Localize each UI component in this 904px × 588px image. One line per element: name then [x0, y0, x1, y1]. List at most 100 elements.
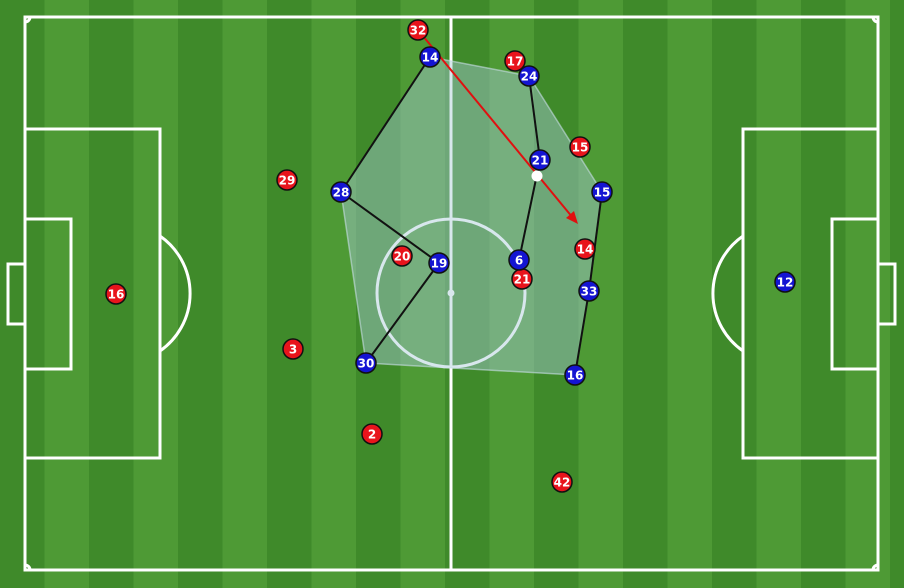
player-number: 30 — [358, 357, 375, 371]
player-marker — [591, 181, 613, 203]
player-number: 32 — [410, 24, 427, 38]
player-blue: 21 — [529, 149, 551, 171]
corner-arc-bottom-right — [871, 563, 879, 571]
player-number: 15 — [594, 186, 611, 200]
grass-stripe — [133, 0, 179, 588]
corner-arc-bottom-left — [24, 563, 32, 571]
grass-stripe — [222, 0, 268, 588]
player-blue: 15 — [591, 181, 613, 203]
player-number: 21 — [532, 154, 549, 168]
centre-spot — [447, 289, 455, 297]
player-marker — [282, 338, 304, 360]
player-number: 15 — [572, 141, 589, 155]
player-number: 16 — [567, 369, 584, 383]
player-red: 14 — [574, 238, 596, 260]
pitch-markings — [6, 15, 897, 572]
player-number: 6 — [515, 254, 523, 268]
grass-stripe — [845, 0, 891, 588]
corner-arc-top-right — [871, 16, 879, 24]
player-red: 32 — [407, 19, 429, 41]
player-marker — [391, 245, 413, 267]
player-number: 21 — [514, 273, 531, 287]
player-red: 42 — [551, 471, 573, 493]
player-marker — [428, 252, 450, 274]
player-number: 20 — [394, 250, 411, 264]
link-24-21 — [528, 75, 541, 161]
player-number: 42 — [554, 476, 571, 490]
player-marker — [564, 364, 586, 386]
player-marker — [508, 249, 530, 271]
left-penalty-arc — [159, 234, 192, 353]
player-marker — [419, 46, 441, 68]
player-blue: 12 — [774, 271, 796, 293]
player-marker — [330, 181, 352, 203]
pass-arrow — [417, 29, 578, 224]
right-goal — [876, 262, 897, 326]
player-blue: 16 — [564, 364, 586, 386]
grass-stripe — [178, 0, 223, 588]
player-red: 21 — [511, 268, 533, 290]
link-33-16 — [574, 290, 590, 376]
grass-stripe — [756, 0, 802, 588]
player-marker — [407, 19, 429, 41]
player-number: 14 — [577, 243, 594, 257]
player-number: 14 — [422, 51, 439, 65]
player-number: 16 — [108, 288, 125, 302]
left-goal — [6, 262, 27, 326]
player-blue: 28 — [330, 181, 352, 203]
player-number: 3 — [289, 343, 297, 357]
centre-circle — [375, 217, 527, 369]
player-blue: 14 — [419, 46, 441, 68]
player-marker — [551, 471, 573, 493]
link-15-33 — [588, 191, 603, 292]
grass-stripe — [44, 0, 90, 588]
player-marker — [361, 423, 383, 445]
player-blue: 24 — [518, 65, 540, 87]
grass-stripe — [712, 0, 757, 588]
player-marker — [504, 50, 526, 72]
link-28-19 — [340, 191, 440, 264]
player-red: 2 — [361, 423, 383, 445]
grass-stripe — [489, 0, 535, 588]
player-blue: 33 — [578, 280, 600, 302]
player-red: 3 — [282, 338, 304, 360]
link-19-30 — [365, 262, 440, 364]
grass-stripe — [400, 0, 446, 588]
player-marker — [355, 352, 377, 374]
player-marker — [105, 283, 127, 305]
link-14-28 — [340, 56, 431, 193]
player-red: 15 — [569, 136, 591, 158]
player-number: 33 — [581, 285, 598, 299]
player-red: 20 — [391, 245, 413, 267]
corner-arc-top-left — [24, 16, 32, 24]
player-blue: 6 — [508, 249, 530, 271]
player-red: 17 — [504, 50, 526, 72]
player-marker — [774, 271, 796, 293]
player-number: 12 — [777, 276, 794, 290]
grass-stripe — [890, 0, 904, 588]
ball — [531, 170, 543, 182]
player-blue: 19 — [428, 252, 450, 274]
player-marker — [529, 149, 551, 171]
grass-stripe — [801, 0, 846, 588]
player-marker — [569, 136, 591, 158]
player-blue: 30 — [355, 352, 377, 374]
grass-stripe — [267, 0, 312, 588]
player-number: 24 — [521, 70, 538, 84]
player-number: 28 — [333, 186, 350, 200]
pass-arrowhead — [566, 211, 578, 224]
player-marker — [518, 65, 540, 87]
player-number: 2 — [368, 428, 376, 442]
grass-stripe — [623, 0, 668, 588]
grass-stripe — [311, 0, 357, 588]
player-marker — [276, 169, 298, 191]
player-number: 17 — [507, 55, 524, 69]
pass-line — [417, 29, 574, 219]
player-red: 29 — [276, 169, 298, 191]
player-marker — [574, 238, 596, 260]
player-marker — [578, 280, 600, 302]
grass-stripe — [667, 0, 713, 588]
